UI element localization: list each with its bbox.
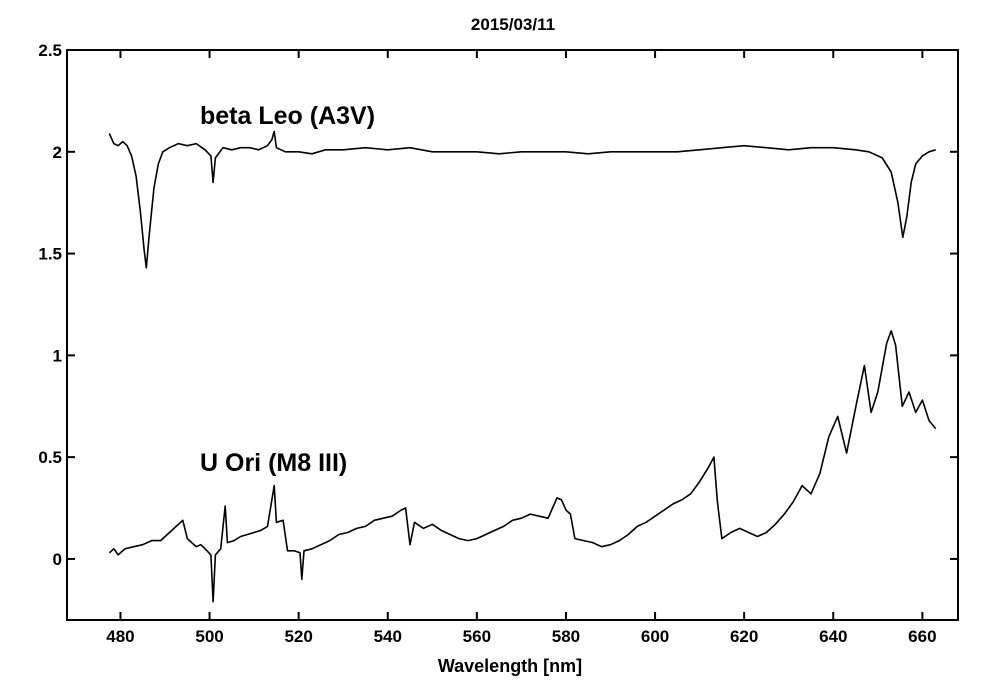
plot-frame	[66, 49, 959, 621]
x-tick-label: 600	[641, 627, 669, 646]
x-axis-label: Wavelength [nm]	[438, 656, 582, 676]
annotation-beta-leo: beta Leo (A3V)	[200, 102, 375, 130]
x-tick-label: 560	[463, 627, 491, 646]
axis-ticks: 480 500 520 540 560 580 600 620 640 660 0 0.5 1 1.5 2 2…	[38, 41, 958, 646]
y-tick-label: 2	[53, 143, 62, 162]
chart-title: 2015/03/11	[471, 15, 555, 34]
series-line-1	[108, 330, 937, 603]
series-line-0	[108, 130, 936, 269]
y-tick-label: 0.5	[38, 448, 62, 467]
annotation-u-ori: U Ori (M8 III)	[200, 449, 347, 477]
x-tick-label: 640	[819, 627, 847, 646]
x-tick-label: 620	[730, 627, 758, 646]
x-tick-label: 660	[908, 627, 936, 646]
y-tick-label: 1	[53, 346, 62, 365]
x-tick-label: 500	[195, 627, 223, 646]
y-tick-label: 0	[53, 550, 62, 569]
x-tick-label: 520	[284, 627, 312, 646]
series-lines	[108, 130, 937, 603]
y-tick-label: 1.5	[38, 245, 62, 264]
y-tick-label: 2.5	[38, 41, 62, 60]
x-tick-label: 540	[374, 627, 402, 646]
x-tick-label: 580	[552, 627, 580, 646]
x-tick-label: 480	[106, 627, 134, 646]
